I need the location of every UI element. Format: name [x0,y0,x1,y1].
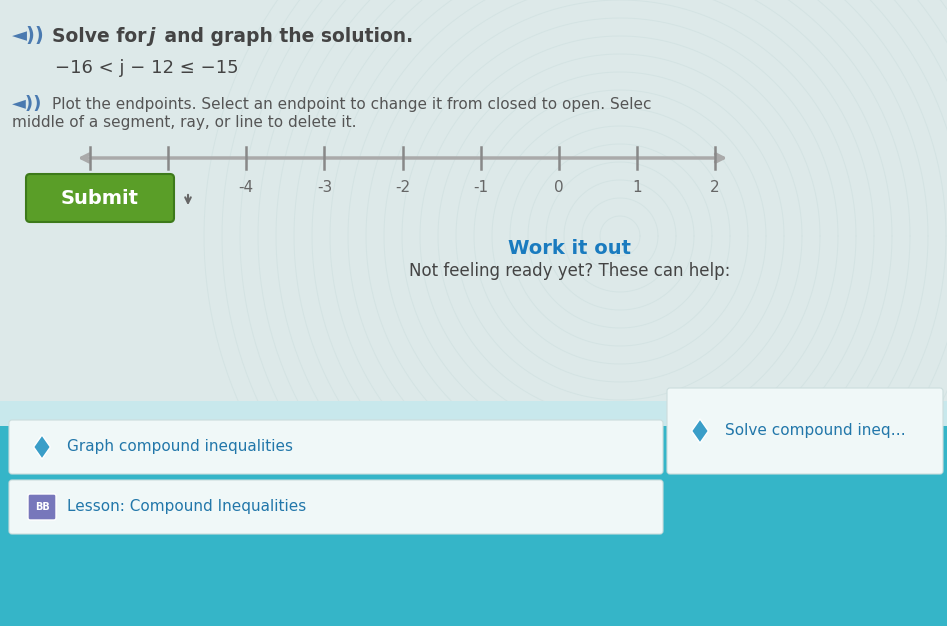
Text: 2: 2 [710,180,720,195]
Text: -2: -2 [395,180,410,195]
Text: middle of a segment, ray, or line to delete it.: middle of a segment, ray, or line to del… [12,116,356,130]
Text: -3: -3 [316,180,332,195]
FancyBboxPatch shape [9,420,663,474]
FancyBboxPatch shape [9,480,663,534]
Text: Submit: Submit [61,188,139,207]
Text: −16 < j − 12 ≤ −15: −16 < j − 12 ≤ −15 [55,59,239,77]
Text: 0: 0 [554,180,563,195]
Text: BB: BB [35,502,49,512]
Text: -1: -1 [474,180,489,195]
Text: -6: -6 [82,180,98,195]
Text: ◄)): ◄)) [12,26,45,46]
Polygon shape [33,435,50,459]
Text: and graph the solution.: and graph the solution. [158,26,413,46]
Text: ◄)): ◄)) [12,95,43,113]
Text: -4: -4 [239,180,254,195]
FancyBboxPatch shape [26,174,174,222]
Text: j: j [148,26,154,46]
Text: Work it out: Work it out [509,239,632,257]
FancyBboxPatch shape [28,494,56,520]
FancyBboxPatch shape [0,401,947,426]
Text: 1: 1 [632,180,642,195]
Text: Not feeling ready yet? These can help:: Not feeling ready yet? These can help: [409,262,731,280]
Text: Plot the endpoints. Select an endpoint to change it from closed to open. Selec: Plot the endpoints. Select an endpoint t… [52,96,652,111]
Text: Lesson: Compound Inequalities: Lesson: Compound Inequalities [67,500,306,515]
Text: Graph compound inequalities: Graph compound inequalities [67,439,293,454]
Text: Solve for: Solve for [52,26,153,46]
FancyBboxPatch shape [0,406,947,626]
Polygon shape [691,419,708,443]
Text: Solve compound ineq…: Solve compound ineq… [725,424,905,438]
FancyBboxPatch shape [667,388,943,474]
